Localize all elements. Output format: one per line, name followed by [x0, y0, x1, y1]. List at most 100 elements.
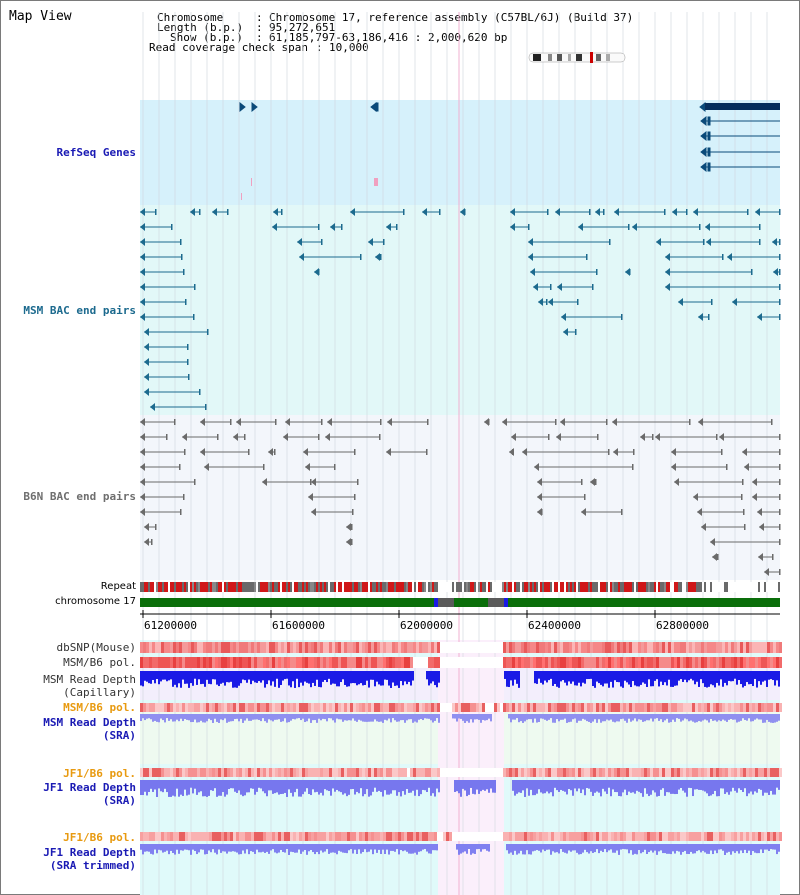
pol-cell	[209, 642, 212, 653]
bac-end-arrow	[233, 433, 238, 441]
pol-cell	[212, 768, 215, 777]
track-label-chromosome[interactable]: chromosome 17	[55, 596, 136, 607]
pol-cell	[677, 832, 680, 841]
track-label-jf1-depth-trimmed[interactable]: JF1 Read Depth	[43, 846, 136, 859]
pol-cell	[578, 703, 581, 712]
depth-bar	[764, 714, 766, 723]
pol-cell	[173, 642, 176, 653]
pol-cell	[212, 832, 215, 841]
pol-cell	[503, 768, 506, 777]
depth-bar	[372, 844, 374, 855]
pol-cell	[443, 832, 446, 841]
depth-bar	[370, 714, 372, 722]
depth-bar	[300, 780, 302, 797]
pol-cell	[206, 832, 209, 841]
depth-bar	[750, 714, 752, 722]
read-depth-tracks[interactable]	[140, 671, 780, 855]
pol-cell	[236, 832, 239, 841]
depth-bar	[434, 780, 436, 797]
pol-cell	[764, 768, 767, 777]
depth-bar	[310, 844, 312, 851]
pol-cell	[629, 832, 632, 841]
depth-bar	[734, 780, 736, 791]
pol-cell	[659, 657, 662, 668]
track-label-msm-depth-capillary[interactable]: MSM Read Depth	[43, 673, 136, 686]
depth-bar	[350, 844, 352, 850]
pol-cell	[428, 832, 431, 841]
depth-bar	[156, 671, 158, 680]
depth-bar	[190, 844, 192, 855]
chromosome-ideogram[interactable]	[528, 52, 626, 63]
track-label-b6n-bac[interactable]: B6N BAC end pairs	[23, 490, 136, 503]
repeat-segment	[754, 582, 756, 592]
depth-bar	[630, 844, 632, 851]
track-label-msm-b6-pol[interactable]: MSM/B6 pol.	[63, 656, 136, 669]
pol-cell	[272, 832, 275, 841]
pol-cell	[197, 642, 200, 653]
depth-bar	[266, 671, 268, 685]
track-label-msm-b6-pol-2[interactable]: MSM/B6 pol.	[63, 701, 136, 714]
track-label-jf1-depth-trimmed-sub: (SRA trimmed)	[49, 859, 136, 872]
depth-bar	[250, 671, 252, 685]
track-label-jf1-b6-pol[interactable]: JF1/B6 pol.	[63, 767, 136, 780]
depth-bar	[592, 780, 594, 796]
depth-bar	[228, 844, 230, 852]
pol-cell	[719, 832, 722, 841]
track-label-msm-bac[interactable]: MSM BAC end pairs	[23, 304, 136, 317]
track-label-refseq-genes[interactable]: RefSeq Genes	[56, 146, 136, 159]
depth-bar	[378, 714, 380, 722]
depth-bar	[150, 780, 152, 789]
bac-end-mark	[779, 299, 781, 305]
depth-bar	[144, 714, 146, 721]
pol-cell	[242, 703, 245, 712]
polymorphism-tracks[interactable]	[140, 642, 782, 841]
depth-bar	[458, 780, 460, 794]
pol-cell	[632, 657, 635, 668]
refseq-gene-features[interactable]	[239, 101, 780, 173]
pol-cell	[734, 657, 737, 668]
pol-cell	[695, 703, 698, 712]
pol-cell	[554, 832, 557, 841]
repeat-segment	[166, 582, 168, 592]
depth-bar	[278, 714, 280, 720]
track-label-dbsnp[interactable]: dbSNP(Mouse)	[56, 641, 136, 654]
pol-cell	[722, 703, 725, 712]
repeat-segment	[740, 582, 742, 592]
pol-cell	[701, 657, 704, 668]
depth-bar	[336, 671, 338, 687]
pol-cell	[179, 657, 182, 668]
track-label-jf1-depth-sra[interactable]: JF1 Read Depth	[43, 781, 136, 794]
b6n-bac-end-pairs[interactable]	[140, 418, 781, 576]
repeat-segment	[268, 582, 270, 592]
depth-bar	[266, 780, 268, 797]
pol-cell	[401, 832, 404, 841]
repeat-segment	[670, 582, 672, 592]
pol-cell	[314, 768, 317, 777]
depth-bar	[610, 844, 612, 850]
pol-cell	[470, 768, 473, 777]
depth-bar	[298, 780, 300, 797]
pol-cell	[278, 768, 281, 777]
pol-cell	[770, 832, 773, 841]
repeat-track[interactable]	[140, 582, 780, 592]
depth-bar	[424, 714, 426, 719]
depth-bar	[748, 714, 750, 719]
repeat-segment	[406, 582, 408, 592]
bac-end-mark	[155, 524, 157, 530]
depth-bar	[730, 714, 732, 720]
depth-bar	[718, 780, 720, 797]
track-label-repeat[interactable]: Repeat	[100, 581, 136, 592]
chromosome-band-track[interactable]	[140, 598, 780, 607]
repeat-segment	[222, 582, 224, 592]
msm-bac-end-pairs[interactable]	[140, 208, 781, 411]
pol-cell	[251, 703, 254, 712]
depth-bar	[324, 714, 326, 720]
depth-bar	[518, 844, 520, 854]
pol-cell	[698, 642, 701, 653]
bac-end-mark	[396, 224, 398, 230]
depth-bar	[574, 780, 576, 789]
track-label-msm-depth-sra[interactable]: MSM Read Depth	[43, 716, 136, 729]
track-label-jf1-b6-pol-2[interactable]: JF1/B6 pol.	[63, 831, 136, 844]
pol-cell	[617, 703, 620, 712]
